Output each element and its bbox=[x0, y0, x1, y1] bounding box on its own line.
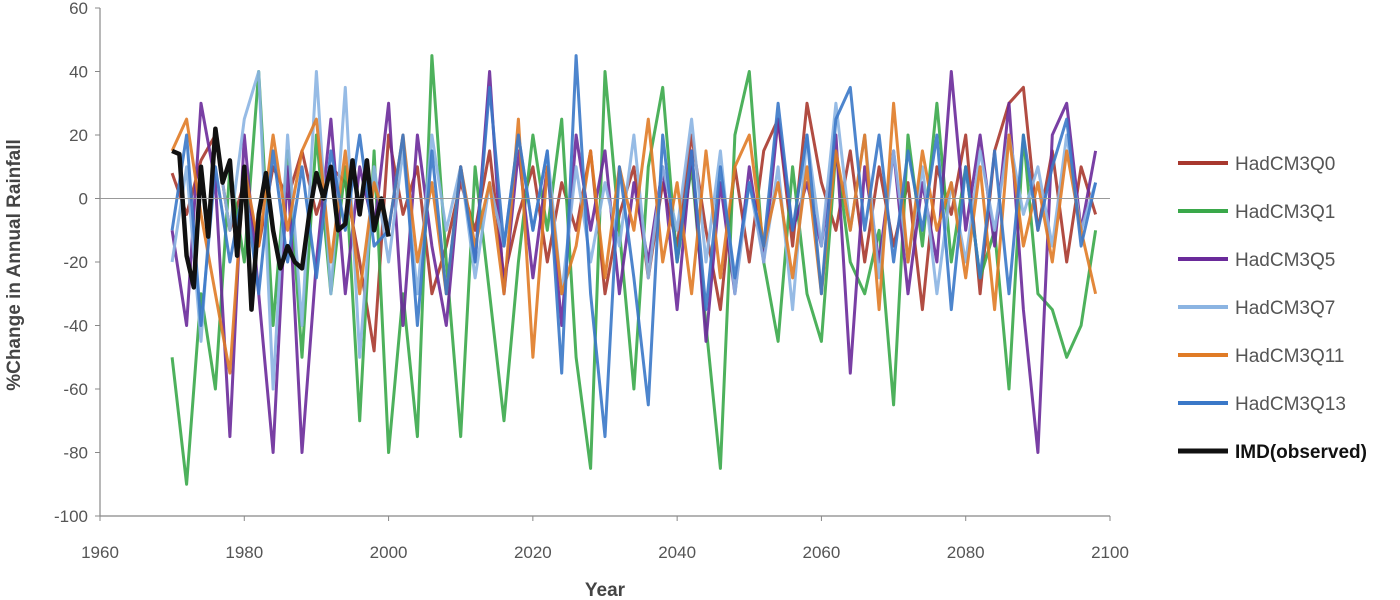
series-line-imd-observed- bbox=[171, 126, 391, 312]
x-tick-label: 1960 bbox=[81, 543, 119, 562]
legend-label: HadCM3Q7 bbox=[1235, 298, 1335, 319]
x-tick-label: 2040 bbox=[658, 543, 696, 562]
x-tick-label: 2080 bbox=[947, 543, 985, 562]
series-line-hadcm3q11 bbox=[170, 101, 1098, 375]
legend-label: HadCM3Q13 bbox=[1235, 394, 1346, 415]
legend: HadCM3Q0 HadCM3Q1 HadCM3Q5 HadCM3Q7 HadCM3Q1… bbox=[1178, 154, 1367, 463]
y-tick-label: -100 bbox=[54, 507, 88, 526]
legend-label: HadCM3Q5 bbox=[1235, 250, 1335, 271]
x-tick-label: 1980 bbox=[225, 543, 263, 562]
y-tick-label: -80 bbox=[63, 444, 88, 463]
y-tick-label: 60 bbox=[69, 0, 88, 18]
y-tick-label: -60 bbox=[63, 380, 88, 399]
x-tick-label: 2000 bbox=[370, 543, 408, 562]
plot-series-group bbox=[170, 54, 1098, 486]
y-tick-label: -20 bbox=[63, 253, 88, 272]
y-tick-label: -40 bbox=[63, 317, 88, 336]
x-tick-label: 2060 bbox=[803, 543, 841, 562]
legend-label: HadCM3Q1 bbox=[1235, 202, 1335, 223]
legend-label: HadCM3Q11 bbox=[1235, 346, 1344, 367]
y-axis-title: %Change in Annual Rainfall bbox=[4, 139, 25, 391]
x-axis-title: Year bbox=[585, 580, 626, 600]
legend-label: IMD(observed) bbox=[1235, 442, 1367, 463]
legend-label: HadCM3Q0 bbox=[1235, 154, 1335, 175]
y-tick-label: 0 bbox=[79, 190, 88, 209]
x-tick-label: 2100 bbox=[1091, 543, 1129, 562]
x-tick-label: 2020 bbox=[514, 543, 552, 562]
y-tick-label: 40 bbox=[69, 63, 88, 82]
y-tick-label: 20 bbox=[69, 126, 88, 145]
